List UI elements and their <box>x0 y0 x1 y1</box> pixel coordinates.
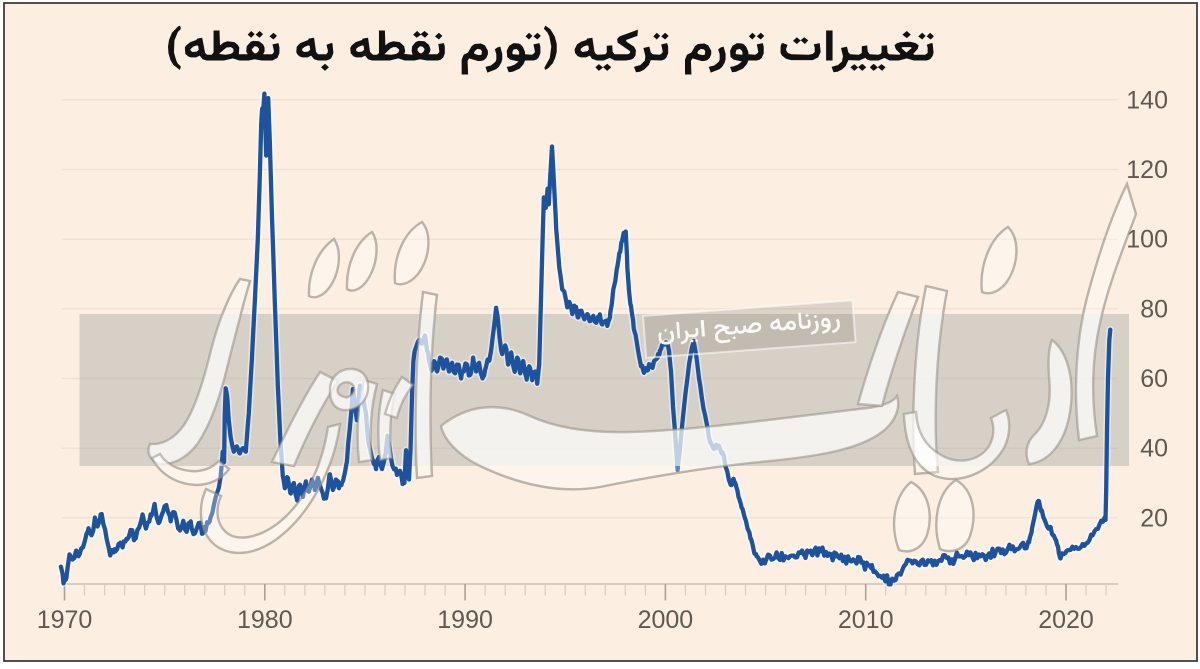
svg-text:40: 40 <box>1140 435 1168 463</box>
svg-text:1970: 1970 <box>37 606 93 634</box>
svg-text:20: 20 <box>1140 504 1168 532</box>
svg-text:2010: 2010 <box>838 606 894 634</box>
svg-text:140: 140 <box>1126 86 1168 114</box>
svg-text:2020: 2020 <box>1038 606 1094 634</box>
svg-text:1980: 1980 <box>237 606 293 634</box>
svg-text:2000: 2000 <box>638 606 694 634</box>
svg-text:1990: 1990 <box>437 606 493 634</box>
svg-text:60: 60 <box>1140 365 1168 393</box>
svg-text:100: 100 <box>1126 226 1168 254</box>
svg-text:120: 120 <box>1126 156 1168 184</box>
svg-text:80: 80 <box>1140 295 1168 323</box>
